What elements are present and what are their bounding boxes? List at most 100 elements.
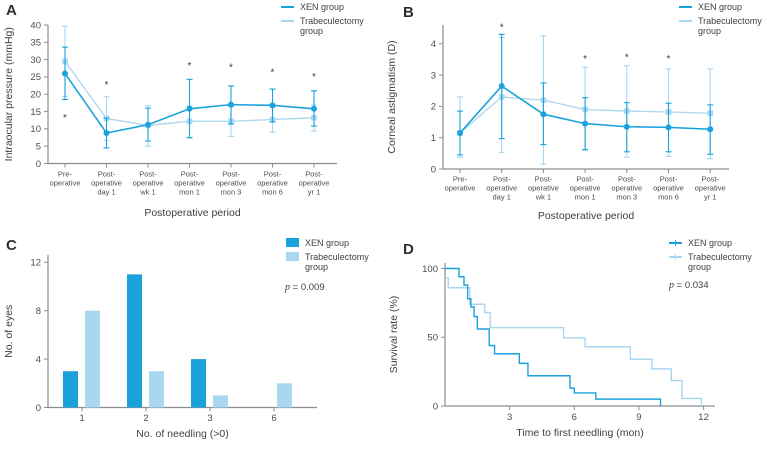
p-symbol: p	[285, 282, 290, 293]
svg-text:4: 4	[431, 39, 436, 50]
svg-text:Post-: Post-	[305, 170, 323, 179]
xen-survival-swatch	[669, 240, 682, 246]
svg-text:Corneal astigmatism (D): Corneal astigmatism (D)	[386, 40, 398, 153]
svg-text:operative: operative	[445, 184, 476, 193]
p-value-d: p = 0.034	[669, 280, 709, 291]
svg-text:5: 5	[36, 141, 41, 152]
svg-text:*: *	[188, 61, 192, 72]
legend-label-xen: XEN group	[688, 238, 733, 248]
svg-text:*: *	[583, 54, 587, 65]
svg-text:Pre-: Pre-	[58, 170, 73, 179]
svg-text:operative: operative	[486, 184, 517, 193]
svg-text:mon 3: mon 3	[221, 188, 242, 197]
svg-text:operative: operative	[570, 184, 601, 193]
legend-item-trab: Trabeculectomy group	[669, 252, 762, 273]
svg-text:day 1: day 1	[97, 188, 115, 197]
xen-line-swatch	[281, 6, 294, 8]
svg-text:mon 1: mon 1	[179, 188, 200, 197]
svg-text:Post-: Post-	[535, 175, 553, 184]
svg-text:20: 20	[30, 90, 41, 101]
legend-label-xen: XEN group	[300, 2, 345, 12]
legend-label-trab: Trabeculectomy group	[698, 15, 762, 37]
svg-text:1: 1	[79, 413, 84, 424]
svg-text:Postoperative period: Postoperative period	[144, 207, 240, 219]
svg-text:mon 3: mon 3	[616, 193, 637, 202]
censor-tick-icon	[674, 240, 676, 246]
svg-text:*: *	[271, 68, 275, 79]
svg-text:*: *	[229, 63, 233, 74]
svg-text:*: *	[625, 52, 629, 63]
svg-text:*: *	[63, 113, 67, 124]
svg-text:operative: operative	[299, 179, 330, 188]
legend-item-xen: XEN group	[669, 238, 762, 249]
trab-line-swatch	[281, 19, 294, 22]
legend-label-trab: Trabeculectomy group	[300, 15, 364, 37]
svg-text:*: *	[667, 54, 671, 65]
svg-text:8: 8	[36, 306, 41, 317]
svg-text:Postoperative period: Postoperative period	[538, 210, 634, 222]
svg-text:Pre-: Pre-	[453, 175, 468, 184]
svg-text:Intraocular pressure (mmHg): Intraocular pressure (mmHg)	[3, 27, 15, 161]
legend-label-trab: Trabeculectomy group	[688, 251, 752, 273]
legend-d: XEN group Trabeculectomy group	[669, 238, 762, 276]
svg-text:day 1: day 1	[493, 193, 511, 202]
trab-line-swatch	[679, 19, 692, 22]
svg-text:*: *	[312, 72, 316, 83]
svg-text:12: 12	[698, 412, 709, 423]
svg-text:mon 6: mon 6	[658, 193, 679, 202]
svg-text:30: 30	[30, 55, 41, 66]
legend-item-trab: Trabeculectomy group	[286, 251, 379, 273]
svg-text:40: 40	[30, 20, 41, 31]
legend-label-trab: Trabeculectomy group	[305, 251, 369, 273]
svg-text:9: 9	[636, 412, 641, 423]
svg-text:No. of needling (>0): No. of needling (>0)	[136, 428, 229, 440]
legend-item-xen: XEN group	[286, 238, 379, 249]
censor-tick-icon	[674, 253, 676, 260]
svg-text:*: *	[500, 23, 504, 34]
svg-text:Time to first needling (mon): Time to first needling (mon)	[516, 427, 643, 439]
svg-text:operative: operative	[611, 184, 642, 193]
svg-text:2: 2	[143, 413, 148, 424]
svg-text:0: 0	[36, 159, 41, 170]
svg-text:10: 10	[30, 124, 41, 135]
panel-b-corneal-astigmatism: 0 1 2 3 4 Pre-operative Post-operative day 1 Pos…	[383, 0, 767, 225]
svg-text:3: 3	[507, 412, 512, 423]
legend-c: XEN group Trabeculectomy group	[286, 238, 379, 276]
svg-text:No. of eyes: No. of eyes	[3, 305, 15, 358]
svg-text:Post-: Post-	[618, 175, 636, 184]
svg-text:Survival rate (%): Survival rate (%)	[388, 296, 400, 374]
svg-text:100: 100	[422, 264, 438, 275]
panel-letter-c: C	[6, 237, 18, 254]
svg-text:25: 25	[30, 72, 41, 83]
svg-text:Post-: Post-	[660, 175, 678, 184]
legend-label-xen: XEN group	[305, 238, 350, 248]
svg-text:wk 1: wk 1	[139, 188, 155, 197]
legend-item-xen: XEN group	[281, 2, 374, 13]
svg-text:operative: operative	[91, 179, 122, 188]
svg-text:Post-: Post-	[181, 170, 199, 179]
p-symbol: p	[669, 280, 674, 291]
p-value-text: = 0.034	[674, 280, 709, 291]
svg-text:operative: operative	[695, 184, 726, 193]
svg-text:Post-: Post-	[98, 170, 116, 179]
svg-text:Post-: Post-	[701, 175, 719, 184]
svg-text:wk 1: wk 1	[535, 193, 551, 202]
svg-text:0: 0	[433, 401, 438, 412]
legend-label-xen: XEN group	[698, 2, 743, 12]
svg-text:6: 6	[572, 412, 577, 423]
xen-bar-swatch	[286, 238, 299, 247]
svg-text:Post-: Post-	[264, 170, 282, 179]
svg-text:operative: operative	[50, 179, 81, 188]
svg-text:mon 1: mon 1	[575, 193, 596, 202]
legend-a: XEN group Trabeculectomy group	[281, 2, 374, 40]
trab-survival-swatch	[669, 253, 682, 260]
legend-item-trab: Trabeculectomy group	[281, 16, 374, 37]
svg-text:yr 1: yr 1	[308, 188, 321, 197]
svg-text:yr 1: yr 1	[704, 193, 717, 202]
svg-text:50: 50	[427, 333, 438, 344]
svg-text:operative: operative	[216, 179, 247, 188]
svg-text:1: 1	[431, 133, 436, 144]
svg-text:12: 12	[30, 258, 41, 269]
survival-step-chart: 0 50 100 3 6 9 12 Time to first needling (mon) S…	[388, 263, 715, 439]
